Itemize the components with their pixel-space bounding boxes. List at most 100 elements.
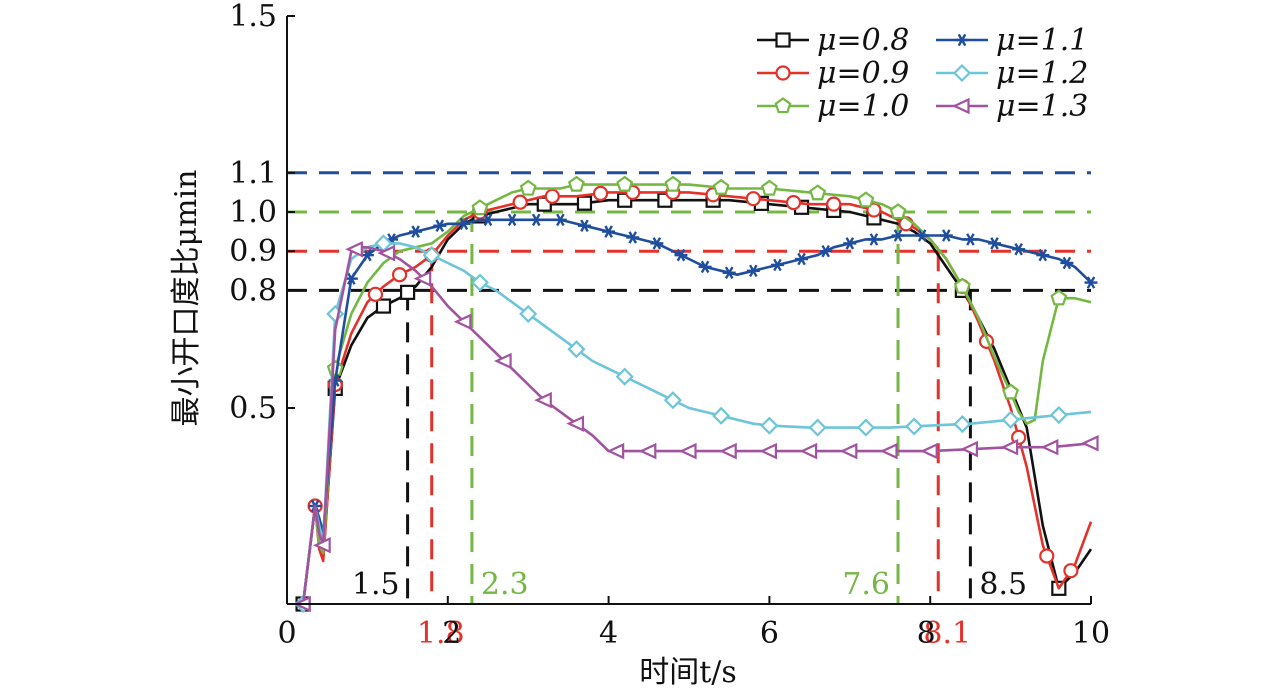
marker-stroke: [893, 229, 903, 242]
data-point: [960, 440, 979, 458]
data-point: [920, 442, 938, 460]
annotations: 1.5 1.8 2.3 7.6 8.18.5: [352, 212, 1027, 651]
marker-stroke: [1014, 243, 1023, 256]
x-tick-label: 8: [917, 616, 936, 651]
data-point: [453, 313, 472, 330]
marker-stroke: [459, 217, 469, 230]
series-line: [301, 183, 1092, 605]
marker-stroke: [580, 219, 589, 232]
data-point: [1084, 276, 1098, 289]
marker-stroke: [917, 229, 927, 242]
data-point: [567, 340, 586, 359]
annotation-label: 8.5: [979, 567, 1027, 602]
legend-item: μ=0.8: [757, 23, 909, 58]
legend-item: μ=1.1: [936, 23, 1088, 58]
data-point: [519, 179, 537, 196]
data-point: [856, 418, 875, 437]
marker-stroke: [869, 233, 879, 246]
data-point: [953, 415, 972, 434]
marker-stroke: [700, 260, 710, 274]
data-point: [529, 213, 543, 227]
y-tick-label: 1.1: [229, 156, 277, 191]
data-point: [568, 175, 585, 192]
marker-stroke: [507, 213, 517, 227]
data-point: [785, 194, 802, 211]
data-point: [760, 416, 779, 435]
data-point: [826, 196, 842, 212]
y-tick-label: 1.5: [229, 0, 277, 34]
data-point: [471, 199, 489, 216]
series-line: [301, 246, 1092, 605]
reference-lines: [287, 171, 1091, 292]
data-point: [602, 225, 616, 238]
legend-label: μ=1.0: [817, 89, 909, 124]
data-point: [493, 352, 512, 370]
data-point: [719, 442, 737, 460]
annotation-label: 8.1: [923, 616, 971, 651]
data-point: [375, 298, 392, 314]
data-point: [377, 244, 396, 262]
data-point: [664, 175, 682, 192]
legend-label: μ=1.3: [996, 89, 1088, 124]
data-point: [857, 191, 875, 208]
x-tick-label: 6: [760, 616, 779, 651]
data-point: [413, 270, 432, 287]
marker-stroke: [990, 237, 999, 250]
data-point: [457, 217, 471, 230]
series-2: [301, 175, 1092, 605]
data-point: [505, 213, 519, 227]
data-point: [988, 237, 1002, 250]
data-point: [867, 233, 881, 246]
data-point: [889, 203, 907, 220]
data-point: [745, 191, 761, 207]
data-point: [433, 219, 447, 232]
data-point: [638, 442, 657, 460]
data-point: [1036, 248, 1050, 262]
data-point: [678, 442, 697, 460]
data-point: [905, 417, 924, 436]
data-point: [953, 277, 971, 294]
data-point: [400, 284, 416, 300]
data-point: [626, 231, 640, 244]
annotation-label: 1.8: [417, 616, 465, 651]
data-point: [1002, 383, 1020, 400]
marker-stroke: [411, 225, 420, 238]
legend-item: μ=1.0: [757, 89, 909, 124]
marker-stroke: [957, 33, 967, 47]
data-point: [843, 237, 857, 250]
legend-marker: [955, 33, 969, 47]
data-point: [674, 248, 688, 262]
data-point: [808, 418, 827, 437]
data-point: [566, 415, 585, 432]
marker-stroke: [435, 219, 445, 232]
data-point: [576, 195, 593, 211]
data-point: [1080, 435, 1099, 452]
data-point: [592, 185, 609, 201]
data-point: [809, 184, 827, 201]
annotation-label: 1.5: [352, 567, 400, 602]
legend-marker: [774, 97, 792, 114]
series-line: [301, 191, 1093, 605]
marker-stroke: [1062, 256, 1072, 270]
data-point: [519, 304, 538, 323]
marker-stroke: [676, 248, 686, 262]
data-point: [1001, 410, 1020, 429]
x-tick-label: 2: [442, 616, 461, 651]
data-point: [553, 213, 567, 227]
legend-item: μ=1.3: [936, 89, 1088, 124]
annotation-label: 2.3: [481, 567, 529, 602]
series-5: [292, 241, 1099, 613]
data-point: [650, 237, 664, 250]
legend-label: μ=1.2: [996, 56, 1088, 91]
legend-marker: [775, 65, 791, 81]
marker-stroke: [604, 225, 613, 238]
data-point: [891, 229, 905, 242]
marker-stroke: [724, 266, 734, 279]
data-point: [577, 219, 591, 232]
marker-stroke: [797, 252, 806, 266]
marker-stroke: [773, 258, 782, 272]
marker-stroke: [363, 248, 372, 262]
data-point: [746, 264, 760, 278]
axes: 0 2 4 6 8 10 0.5 0.8 0.9 1.0 1.1 1.5: [229, 0, 1110, 651]
